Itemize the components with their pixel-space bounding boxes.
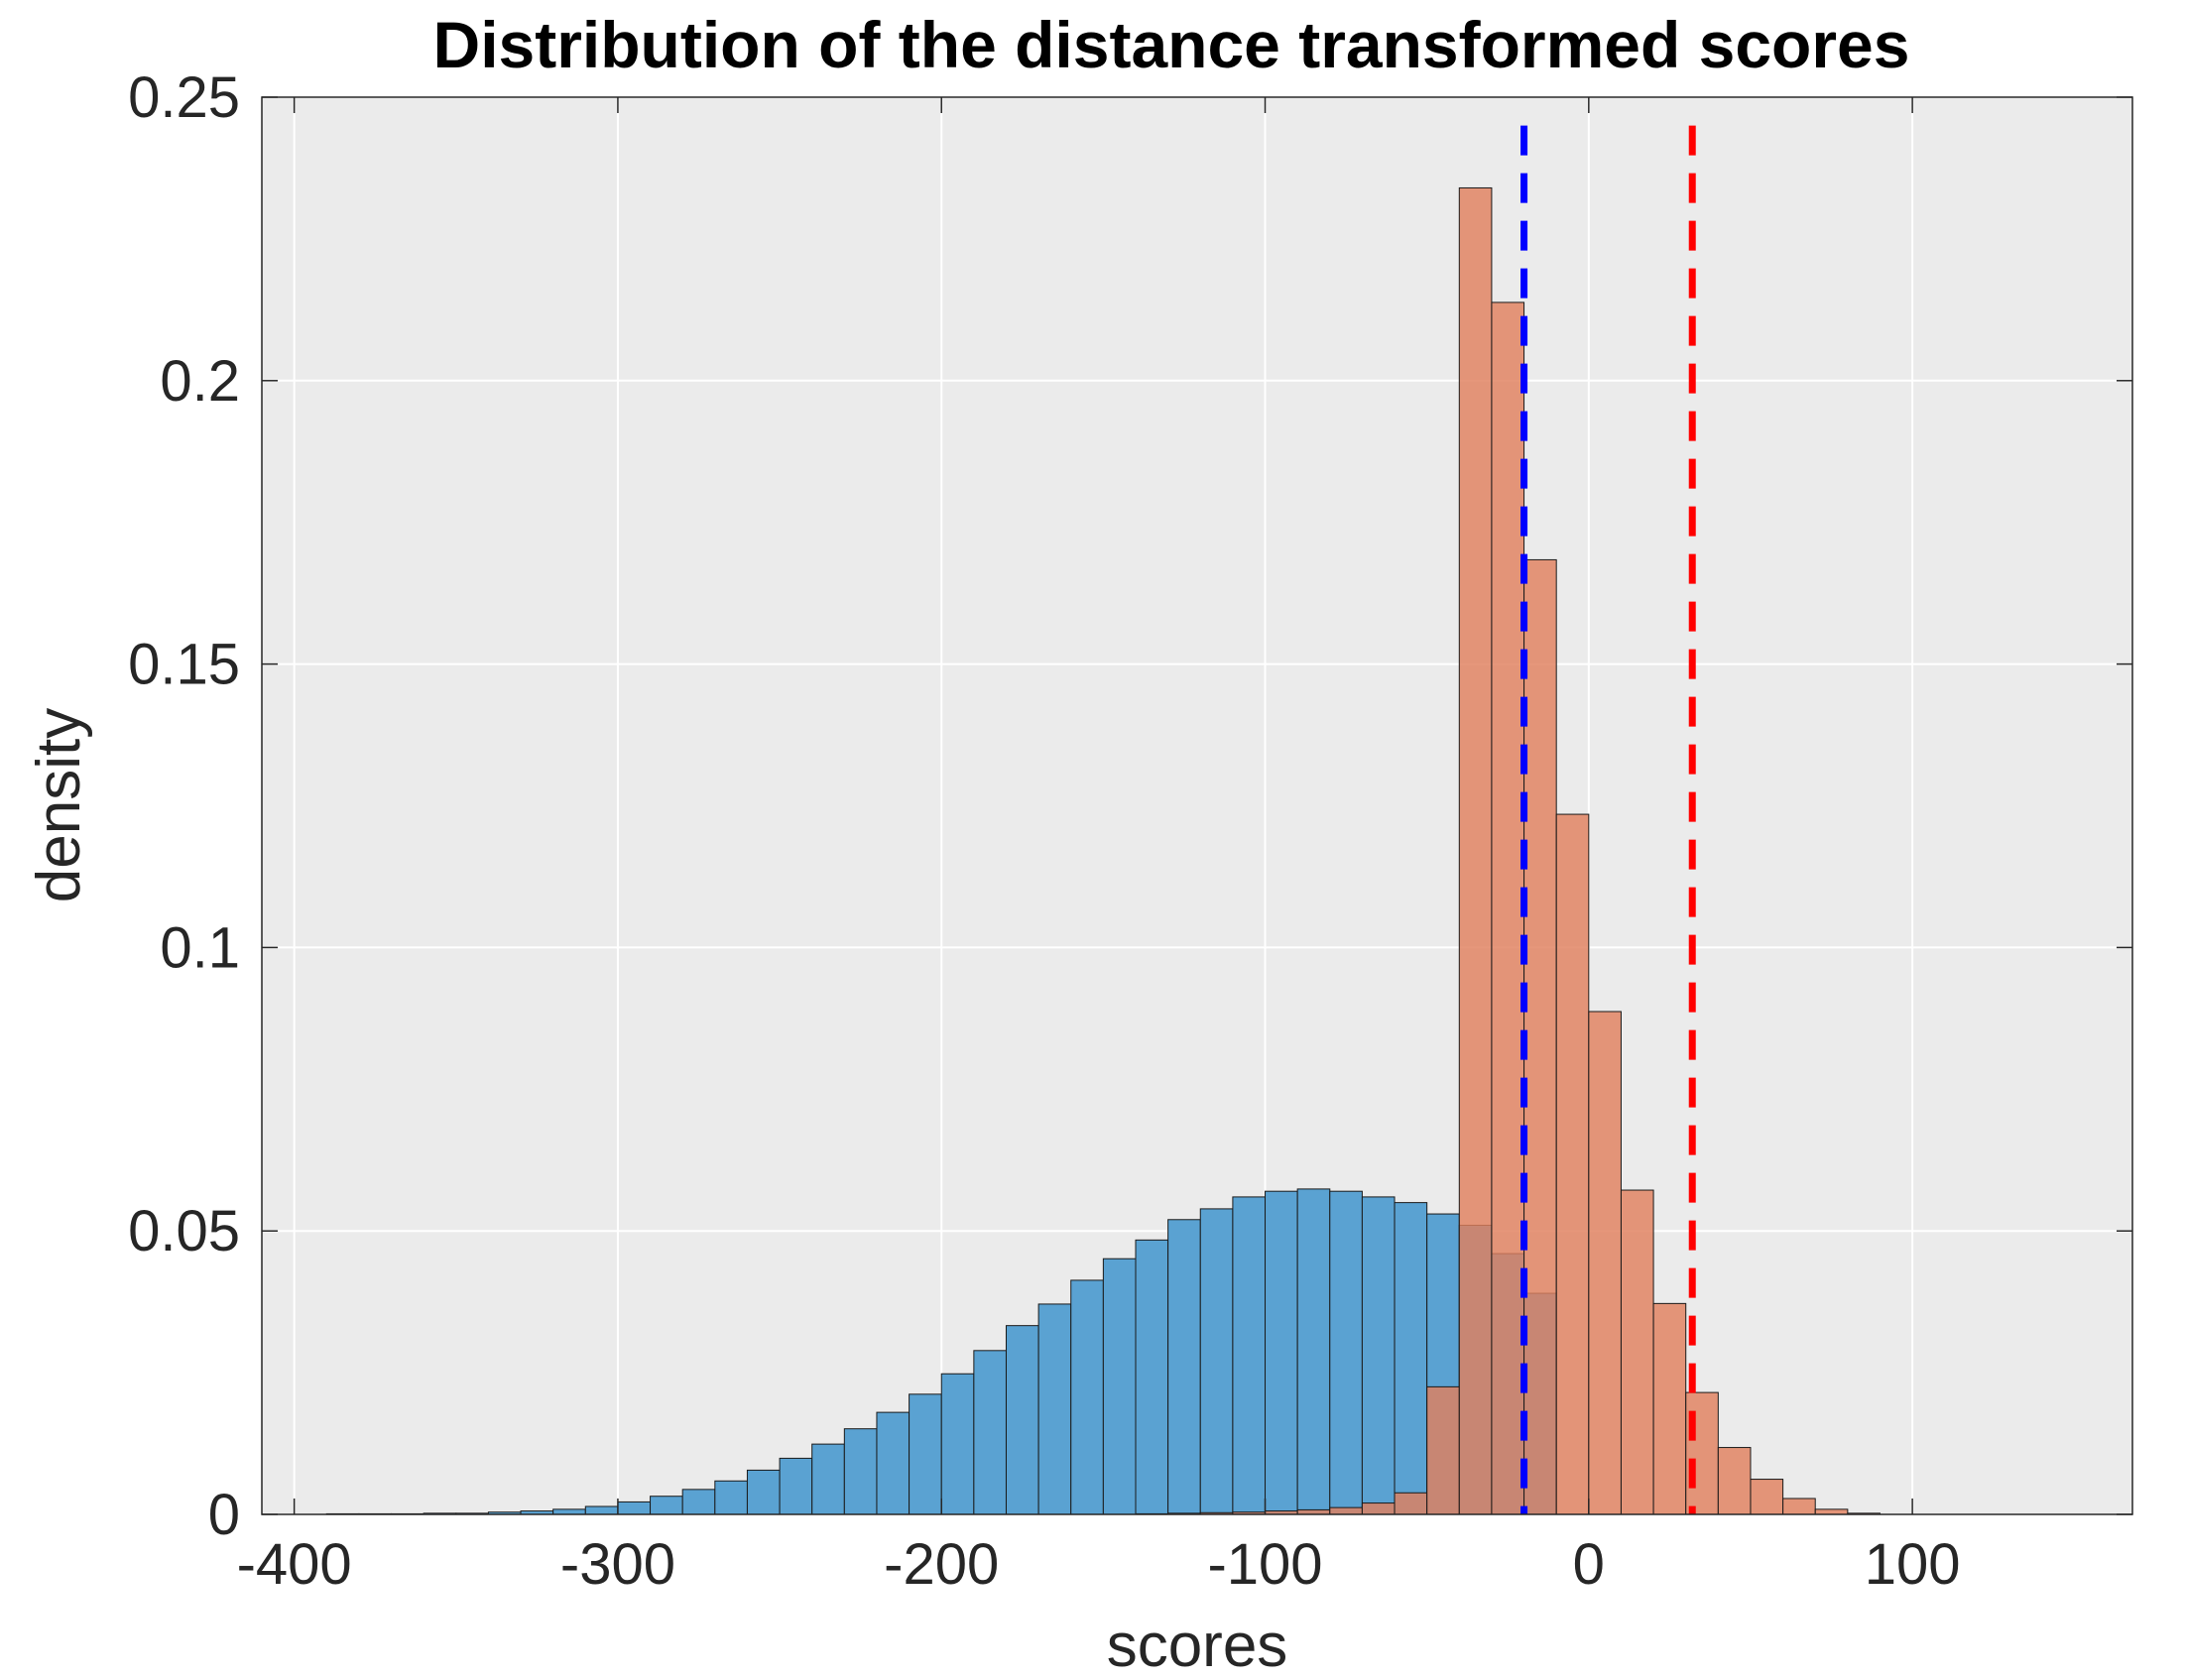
histogram-bar (1588, 1011, 1622, 1515)
histogram-bar (1685, 1391, 1719, 1515)
histogram-bar (1750, 1479, 1784, 1515)
histogram-bar (1361, 1502, 1396, 1515)
histogram-bar (1555, 813, 1590, 1515)
histogram-bar (1523, 558, 1557, 1515)
y-tick-label: 0 (208, 1483, 240, 1547)
histogram-bar (1491, 301, 1525, 1515)
histogram-bar (909, 1393, 942, 1515)
histogram-bar (779, 1457, 813, 1515)
x-tick-label: 100 (1865, 1532, 1961, 1597)
histogram-bar (811, 1443, 845, 1515)
x-tick-label: -400 (237, 1532, 352, 1597)
y-axis-label: density (25, 708, 93, 902)
histogram-bar (1005, 1325, 1039, 1515)
histogram-bar (1426, 1385, 1460, 1515)
chart-title: Distribution of the distance transformed… (433, 8, 1910, 81)
x-tick-label: -300 (560, 1532, 675, 1597)
histogram-bar (1102, 1258, 1137, 1515)
histogram-bar (1265, 1190, 1298, 1515)
histogram-bar (1394, 1492, 1428, 1515)
y-tick-label: 0.15 (128, 633, 240, 697)
x-axis-ticks: -400 -300 -200 -100 0 100 (237, 97, 1961, 1597)
histogram-bar (843, 1428, 878, 1515)
y-tick-label: 0.25 (128, 65, 240, 130)
histogram-bar (1782, 1498, 1816, 1515)
histogram-bar (1070, 1279, 1104, 1515)
histogram-bar (1329, 1190, 1363, 1515)
histogram-bar (650, 1496, 683, 1515)
histogram-bar (1037, 1303, 1072, 1515)
histogram-bar (940, 1373, 975, 1515)
histogram-bar (973, 1350, 1007, 1515)
histogram-bar (681, 1489, 716, 1515)
histogram-bar (1361, 1196, 1396, 1515)
histogram-bar (1717, 1447, 1752, 1515)
x-tick-label: 0 (1573, 1532, 1605, 1597)
y-tick-label: 0.2 (160, 349, 240, 414)
histogram-bar (876, 1411, 911, 1515)
y-tick-label: 0.1 (160, 915, 240, 980)
histogram-bar (1296, 1188, 1331, 1515)
histogram-bar (1620, 1189, 1654, 1515)
histogram-bar (1458, 186, 1493, 1515)
histogram-bar (1135, 1239, 1169, 1515)
histogram-bar (746, 1469, 781, 1515)
x-tick-label: -100 (1207, 1532, 1322, 1597)
histogram-bar (1394, 1202, 1428, 1515)
histogram-bar (552, 1508, 586, 1515)
x-tick-label: -200 (884, 1532, 999, 1597)
reference-lines (1520, 125, 1696, 1514)
histogram-bar (1814, 1508, 1849, 1515)
histogram-bar (714, 1480, 748, 1515)
y-axis-ticks: 0 0.05 0.1 0.15 0.2 0.25 (128, 65, 2132, 1547)
histogram-bar (1329, 1506, 1363, 1515)
plot-frame (261, 96, 2133, 1515)
grid-lines (262, 96, 2132, 1515)
histogram-bar (1232, 1196, 1267, 1515)
histogram-bar (1652, 1302, 1687, 1515)
histogram-bar (584, 1505, 619, 1515)
histogram-bar (617, 1500, 652, 1515)
x-axis-label: scores (1107, 1612, 1288, 1680)
histogram-bar (1167, 1219, 1201, 1515)
histogram-bar (1199, 1208, 1234, 1515)
y-tick-label: 0.05 (128, 1199, 240, 1263)
